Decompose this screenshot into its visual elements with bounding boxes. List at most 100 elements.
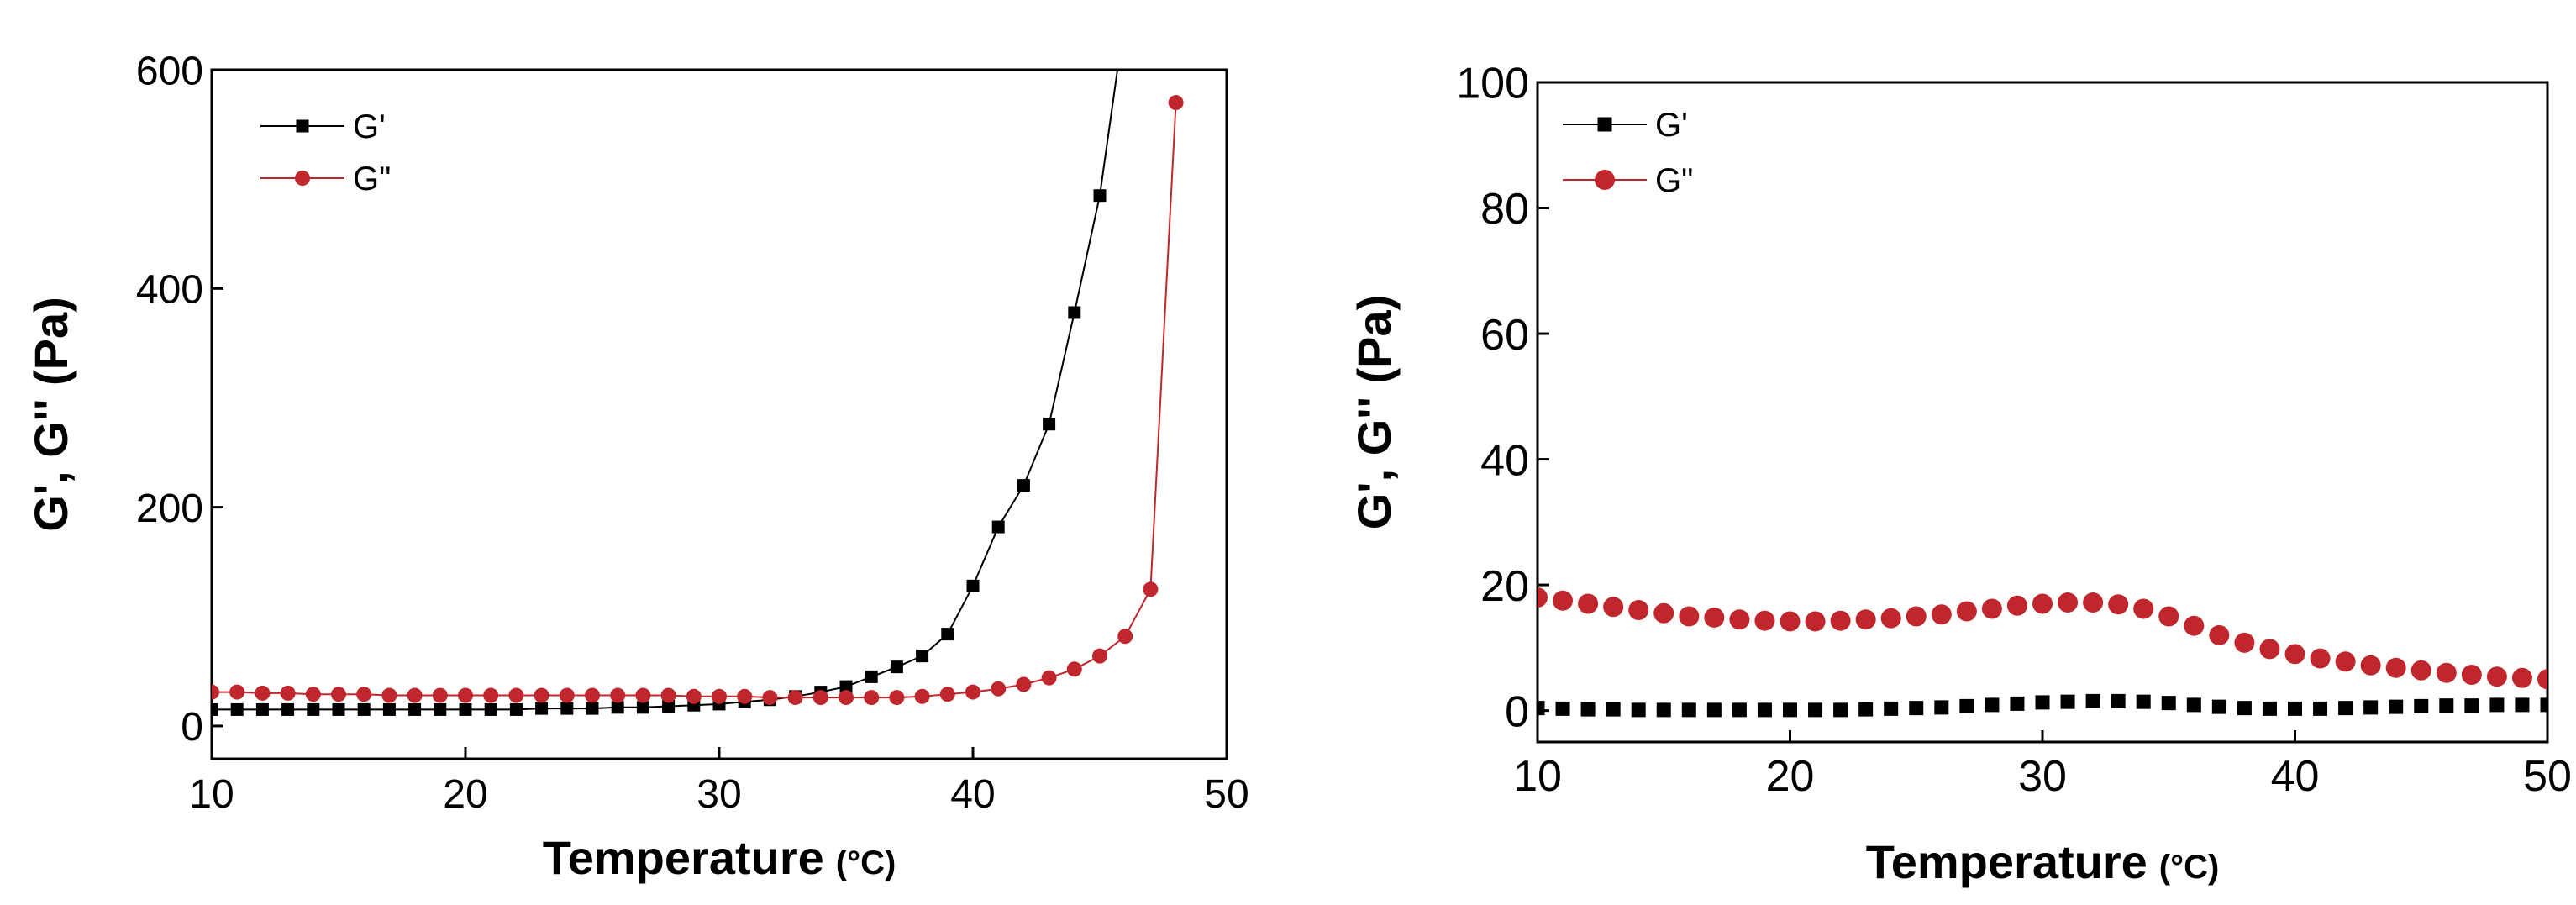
data-point [686, 688, 702, 704]
data-point [434, 702, 447, 716]
legend-label: G" [353, 160, 391, 197]
x-tick-label: 50 [1204, 772, 1249, 817]
data-point [1858, 702, 1874, 717]
data-point [1909, 701, 1924, 716]
data-point [1855, 609, 1876, 630]
data-point [2133, 598, 2154, 619]
data-point [2335, 651, 2356, 672]
data-point [356, 687, 372, 702]
data-point [635, 687, 651, 703]
legend-label: G' [353, 108, 386, 145]
data-point [508, 687, 524, 703]
data-point [1931, 604, 1952, 625]
y-tick-label: 600 [136, 49, 203, 93]
data-point [2436, 662, 2457, 683]
data-point [2515, 697, 2530, 713]
data-point [2083, 592, 2104, 613]
data-point [280, 685, 296, 701]
x-axis-title: Temperature (°C) [1866, 835, 2220, 888]
data-point [1981, 598, 2002, 619]
data-point [2237, 701, 2252, 716]
data-point [1555, 701, 1570, 716]
data-point [991, 520, 1005, 534]
data-point [1985, 697, 2000, 713]
data-point [636, 701, 649, 714]
data-point [2186, 697, 2201, 713]
data-point [534, 687, 549, 703]
data-point [230, 702, 244, 716]
data-point [1679, 606, 1700, 627]
data-point [2288, 701, 2302, 716]
data-point [1830, 610, 1851, 631]
data-point [381, 687, 397, 703]
data-point [966, 579, 980, 592]
data-point [2537, 669, 2547, 690]
data-point [1706, 702, 1722, 718]
data-point [408, 702, 422, 716]
x-tick-label: 40 [950, 772, 995, 817]
y-tick-label: 100 [1456, 60, 1529, 108]
data-point [1880, 608, 1901, 629]
data-point [2363, 700, 2379, 715]
data-point [1093, 189, 1107, 203]
data-point [2489, 697, 2505, 713]
legend-marker [1597, 117, 1612, 132]
data-point [2540, 697, 2547, 713]
x-tick-label: 10 [189, 772, 234, 817]
data-point [2209, 624, 2230, 645]
data-point [1805, 611, 1826, 632]
data-point [432, 687, 448, 703]
data-point [1606, 702, 1621, 717]
data-point [1833, 702, 1848, 718]
data-point [1956, 601, 1977, 622]
data-point [1538, 587, 1548, 608]
data-point [1119, 8, 1132, 21]
data-point [2136, 694, 2151, 709]
legend-label: G' [1655, 107, 1688, 144]
data-point [560, 702, 574, 715]
x-axis-unit: (°C) [836, 844, 896, 881]
data-point [331, 687, 346, 702]
data-point [2360, 655, 2381, 676]
data-point [586, 702, 599, 715]
data-point [1066, 661, 1082, 677]
data-point [916, 650, 929, 663]
data-point [535, 702, 549, 715]
x-tick-label: 20 [1766, 752, 1815, 801]
data-point [660, 687, 676, 703]
data-point [1068, 306, 1081, 319]
data-point [890, 660, 903, 674]
data-point [1732, 702, 1747, 718]
data-point [914, 688, 930, 704]
data-point [1538, 701, 1545, 716]
data-point [2385, 657, 2406, 678]
y-axis-title: G', G'' (Pa) [24, 297, 77, 532]
data-point [941, 628, 954, 641]
x-tick-label: 30 [697, 772, 741, 817]
data-point [2461, 665, 2482, 686]
data-point [305, 687, 321, 702]
legend-marker [295, 171, 310, 186]
data-point [212, 702, 218, 716]
left-chart-panel: 10 20 30 40 50 0 200 400 600 Temperature (°C) G', G… [24, 8, 1249, 884]
data-point [1934, 700, 1949, 715]
data-point [2058, 592, 2079, 613]
data-point [1168, 95, 1184, 111]
y-tick-label: 0 [181, 705, 203, 750]
data-point [1729, 609, 1750, 630]
data-point [229, 684, 245, 700]
x-tick-label: 30 [2018, 752, 2067, 801]
y-tick-label: 200 [136, 487, 203, 531]
data-point [585, 687, 600, 703]
data-point [2310, 648, 2331, 669]
data-point [255, 685, 271, 701]
y-axis-title: G', G'' (Pa) [1348, 295, 1401, 530]
x-tick-label: 40 [2271, 752, 2320, 801]
data-point [2211, 699, 2226, 714]
data-point [332, 702, 345, 716]
x-axis-title: Temperature (°C) [543, 831, 896, 884]
data-point [787, 690, 803, 706]
data-point [559, 687, 575, 703]
data-point [1631, 702, 1646, 718]
